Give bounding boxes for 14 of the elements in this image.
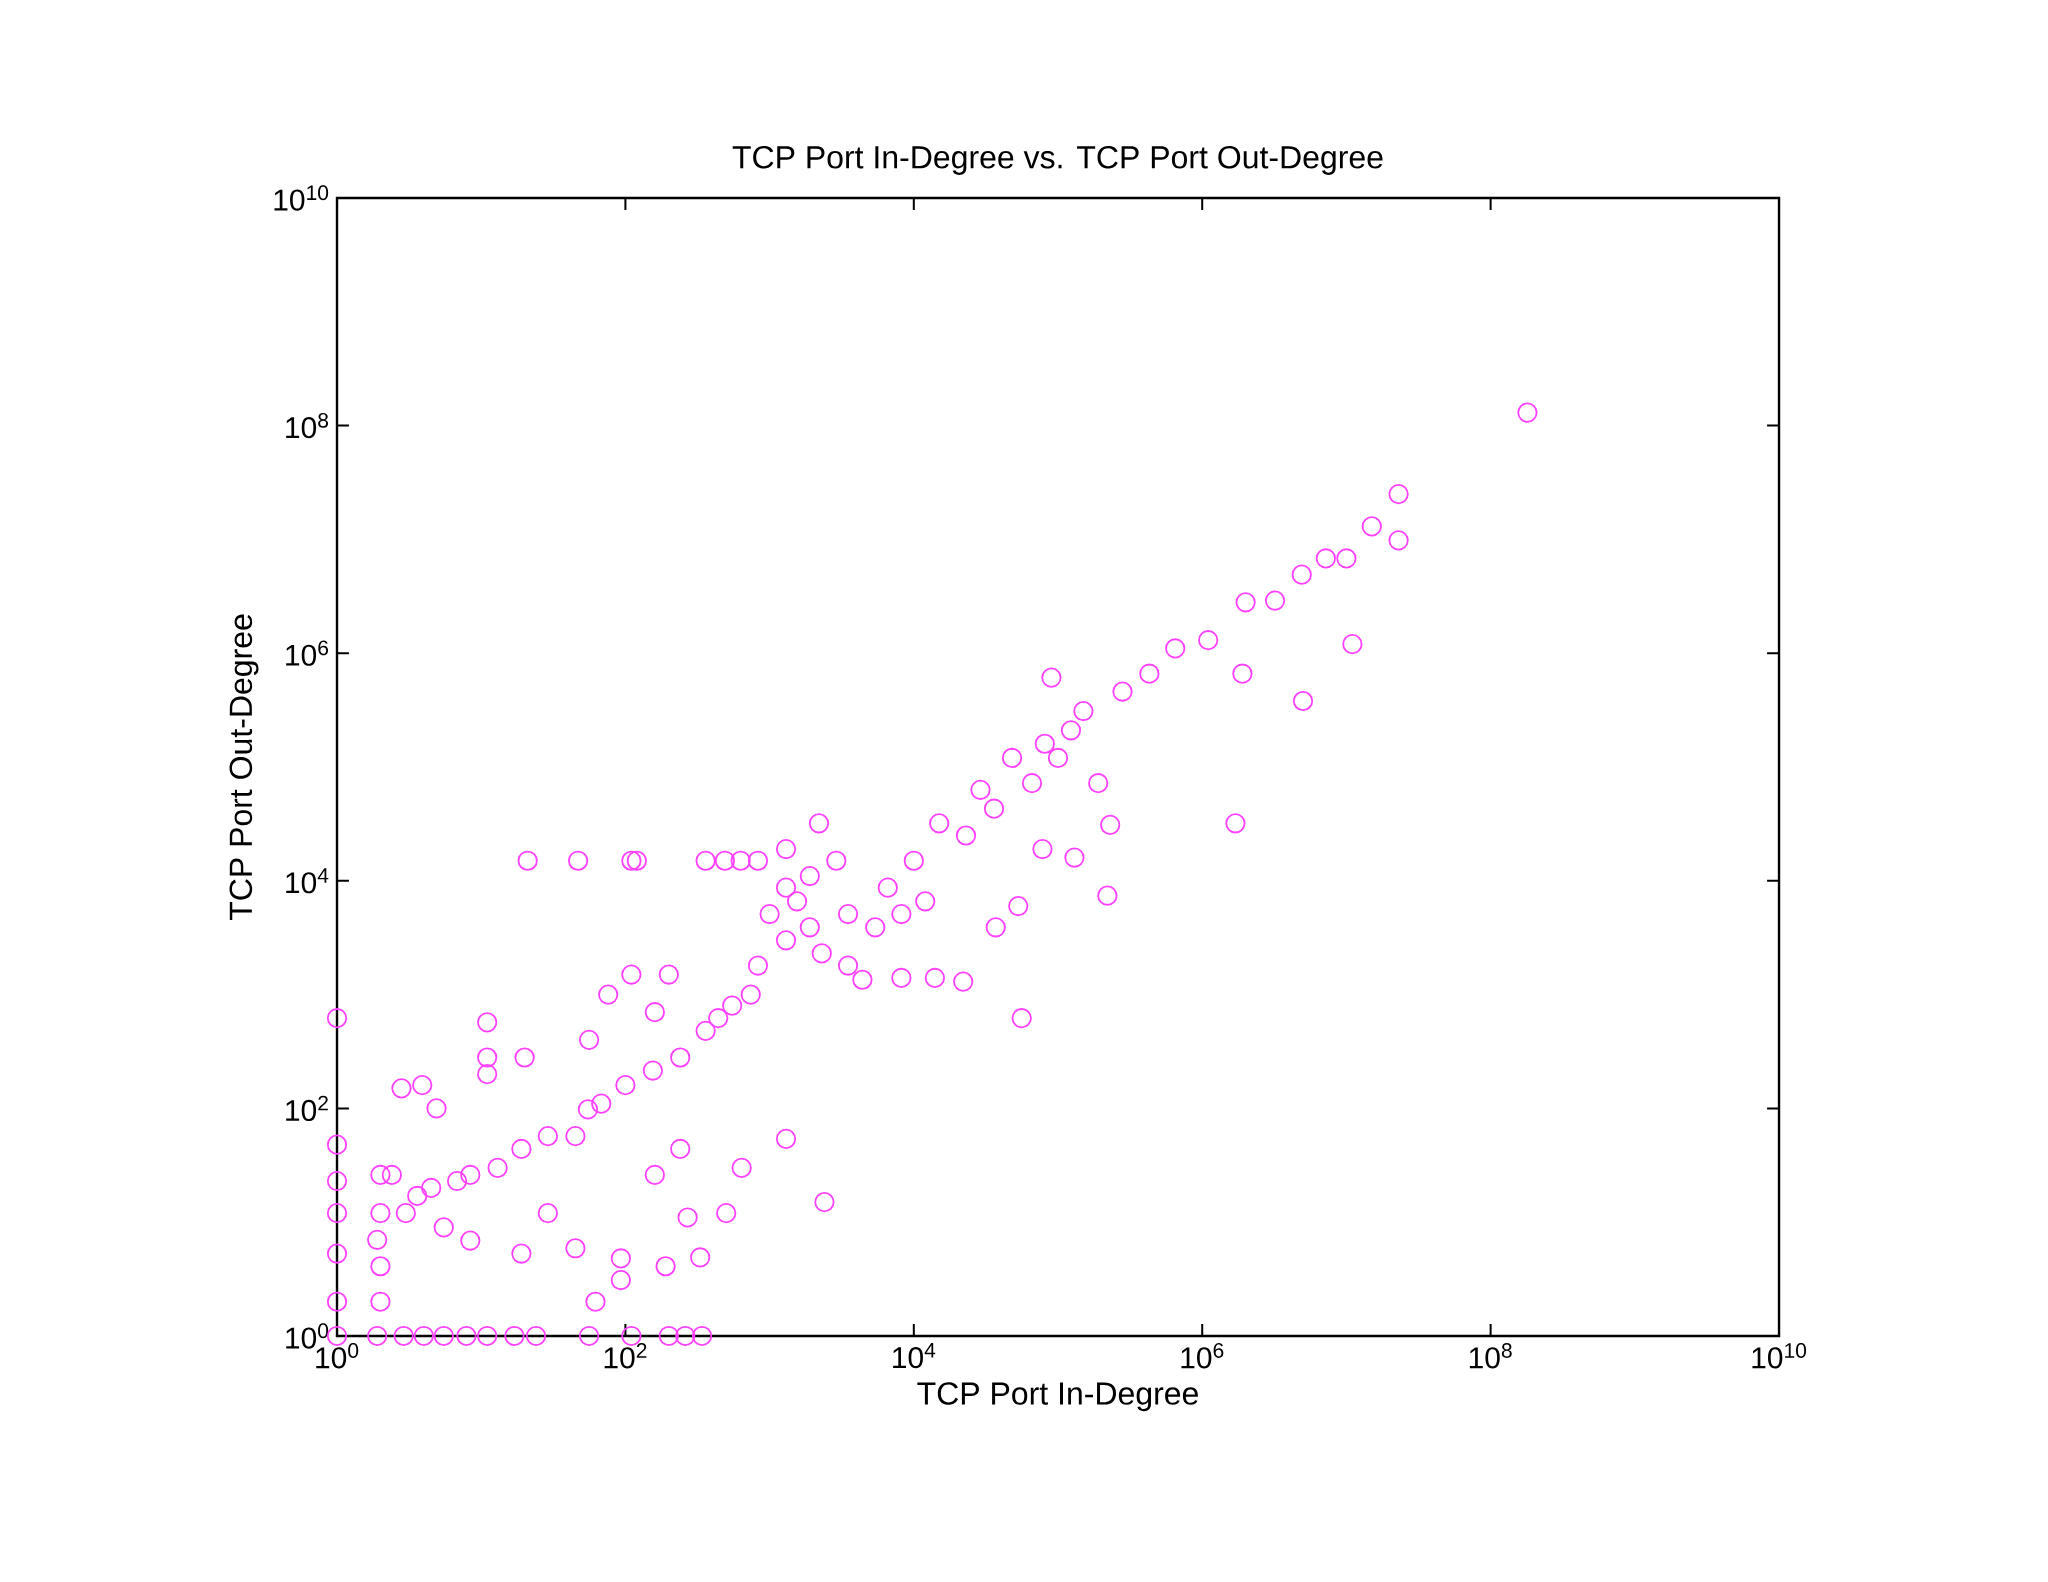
x-tick-label: 10$^{6}$	[1181, 1343, 1224, 1369]
y-tick-label: 10$^{8}$	[286, 412, 329, 439]
x-tick-label: 10$^{2}$	[604, 1343, 647, 1369]
x-tick-label: 10$^{10}$	[1752, 1343, 1807, 1369]
y-tick-label: 10$^{2}$	[286, 1095, 328, 1122]
x-tick-label: 10$^{4}$	[893, 1343, 936, 1369]
y-tick-label: 10$^{4}$	[286, 868, 329, 894]
x-tick-label: 10$^{8}$	[1469, 1343, 1512, 1369]
x-tick-label: 10$^{0}$	[316, 1343, 359, 1369]
chart-title: TCP Port In-Degree vs. TCP Port Out-Degree	[732, 145, 1383, 175]
y-tick-label: 10$^{6}$	[286, 640, 329, 666]
y-axis-title: TCP Port Out-Degree	[229, 614, 259, 921]
y-tick-label: 10$^{10}$	[274, 185, 329, 211]
x-axis-title: TCP Port In-Degree	[917, 1382, 1198, 1412]
